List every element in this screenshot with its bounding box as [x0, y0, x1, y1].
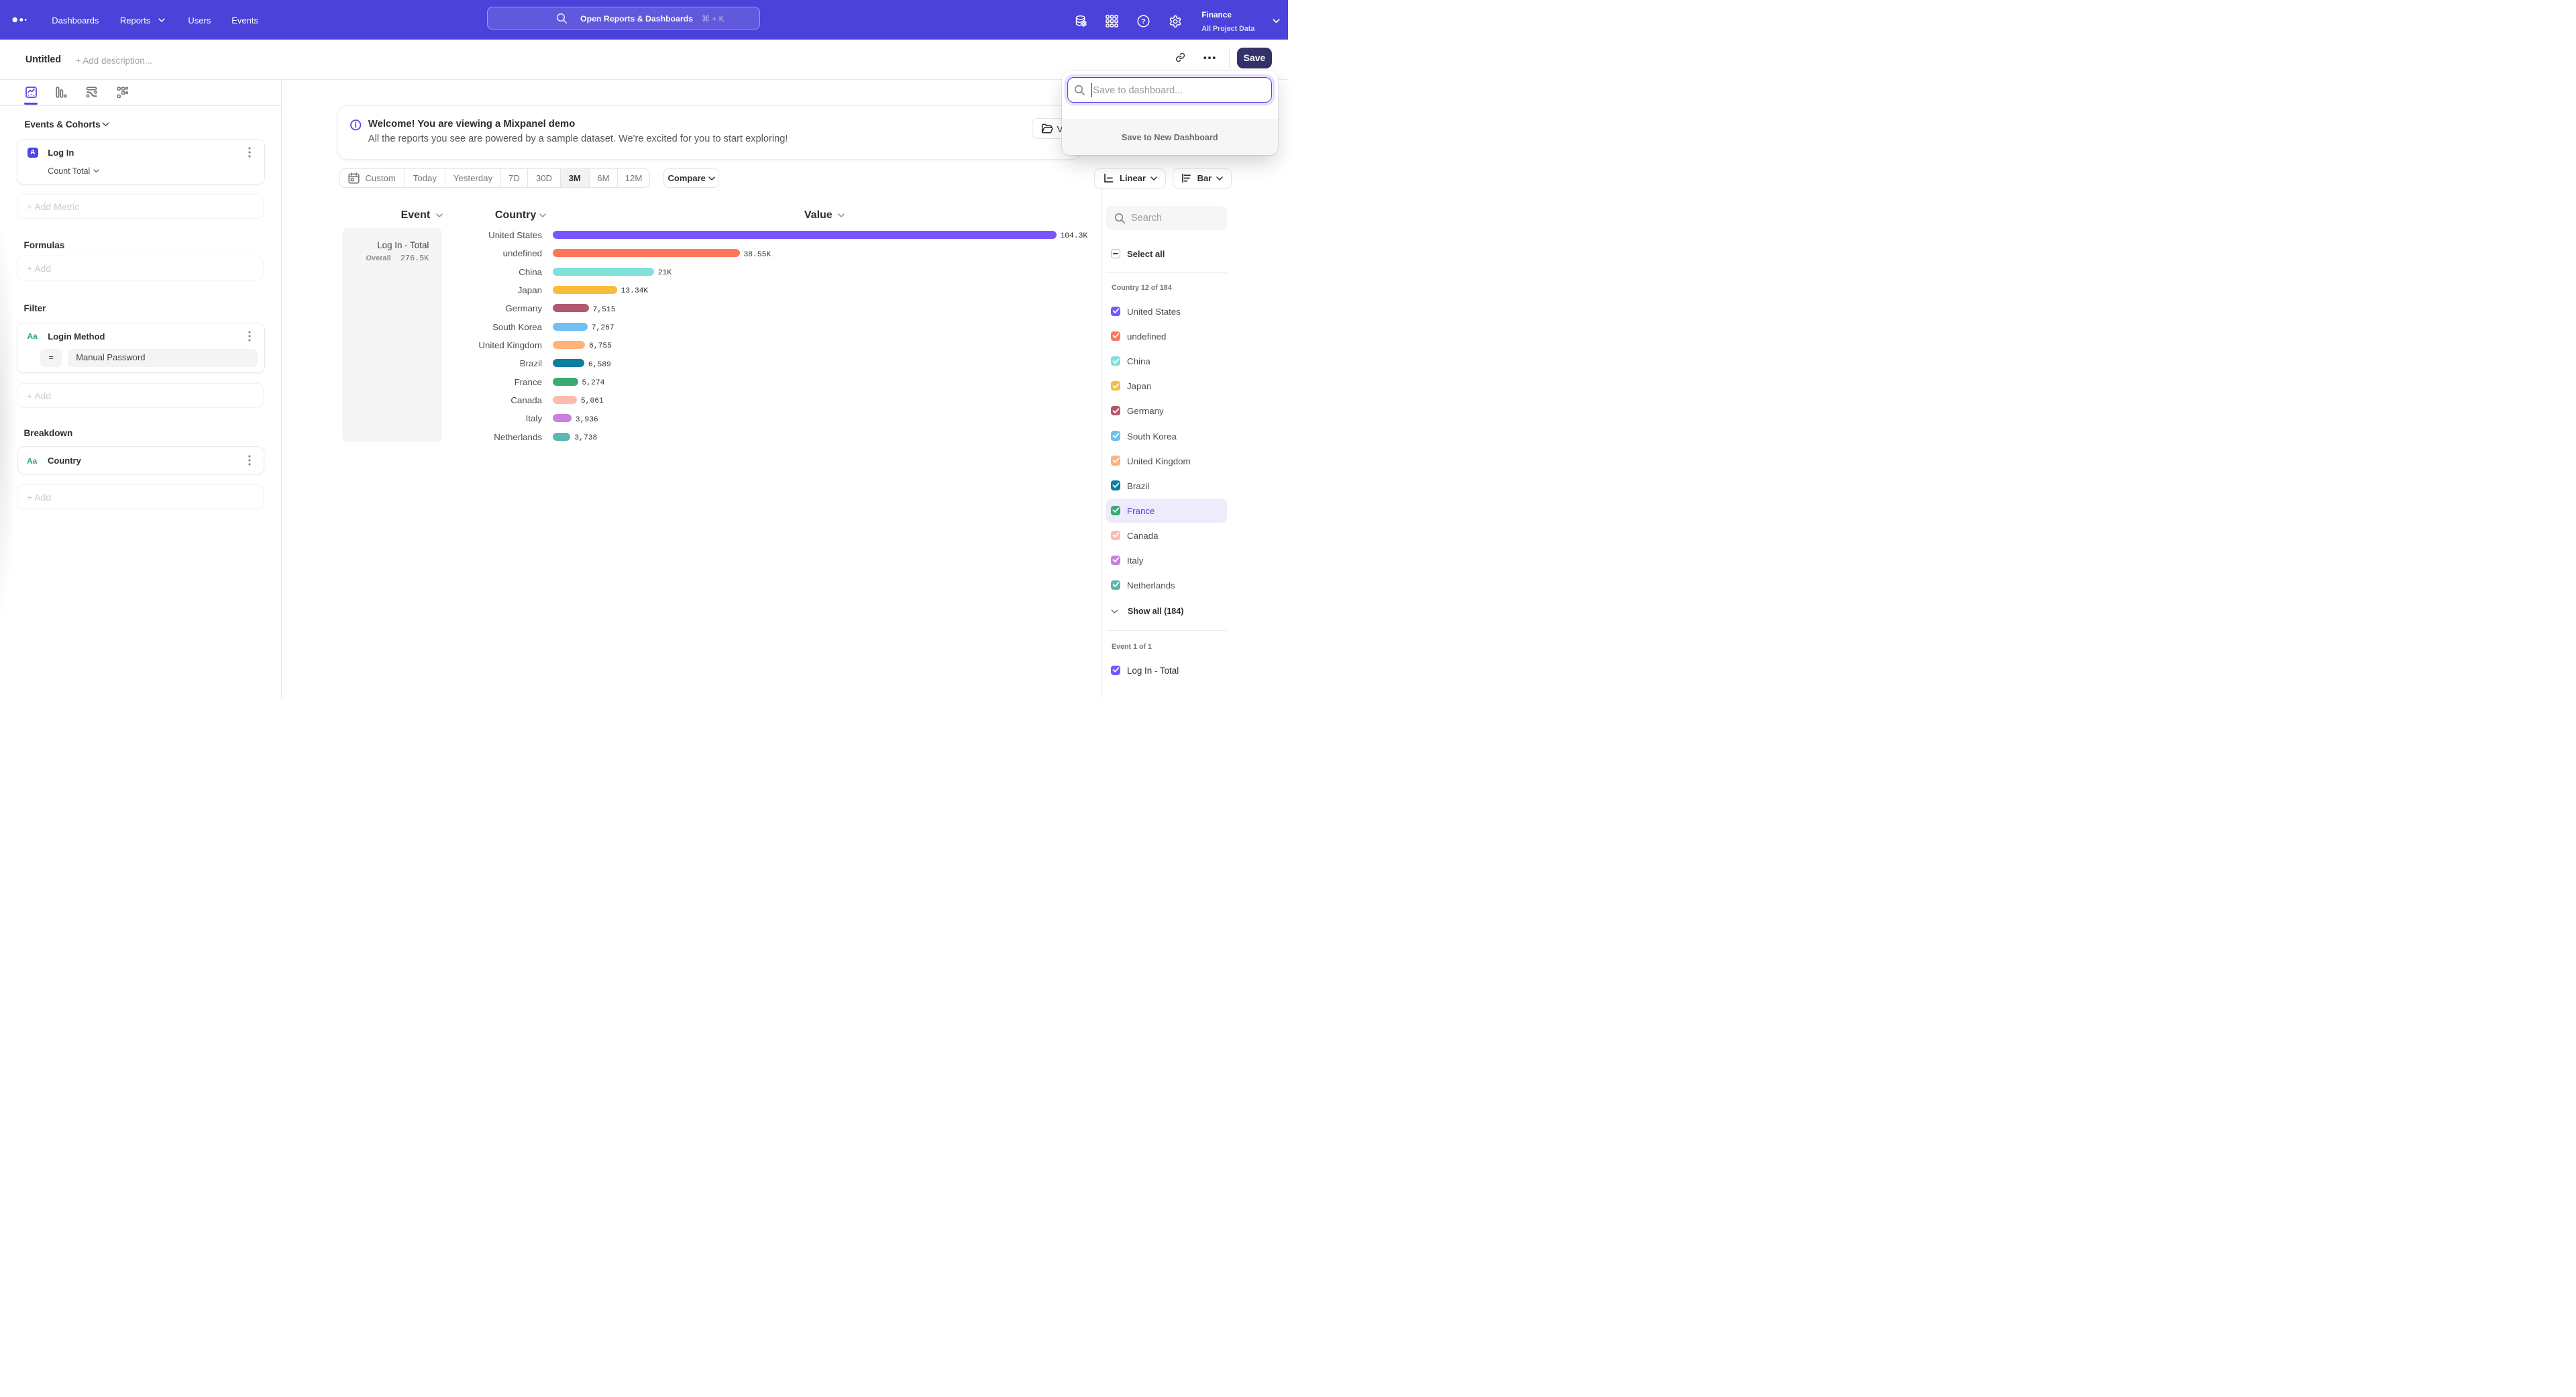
svg-text:?: ?	[1141, 17, 1145, 25]
